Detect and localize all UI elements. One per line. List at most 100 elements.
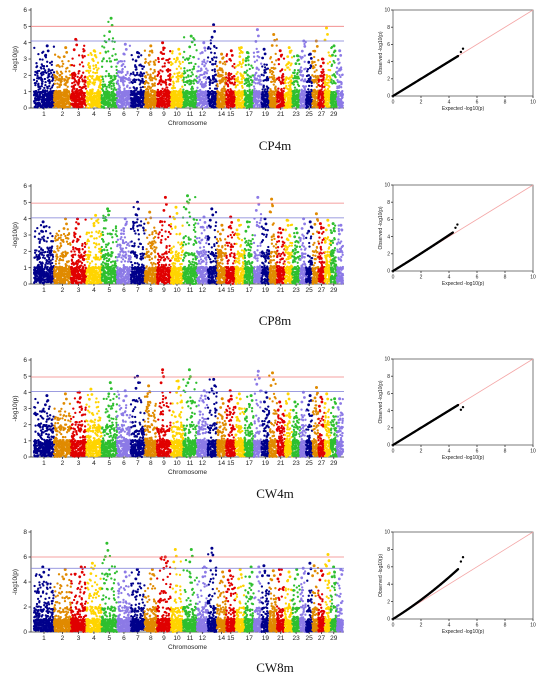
x-tick-label: 4 (92, 635, 96, 642)
chromosome-17-points (243, 51, 255, 110)
chromosome-2-points (52, 217, 72, 285)
snp-points (32, 368, 345, 459)
qq-x-tick-label: 0 (392, 623, 395, 629)
x-tick-label: 2 (61, 635, 65, 642)
x-tick-label: 14 (218, 635, 226, 642)
x-tick-label: 23 (292, 635, 300, 642)
chromosome-11-points (181, 548, 199, 633)
qq-x-axis-label: Expected -log10(p) (442, 281, 485, 287)
chromosome-5-points (100, 381, 119, 458)
x-tick-label: 15 (227, 460, 235, 467)
qq-y-tick-label: 2 (387, 426, 390, 432)
x-tick-label: 14 (218, 460, 226, 467)
qq-frame (392, 9, 534, 97)
x-tick-label: 10 (173, 635, 181, 642)
qq-x-tick-label: 2 (420, 449, 423, 455)
qq-x-axis-label: Expected -log10(p) (442, 106, 485, 112)
x-tick-label: 25 (306, 460, 314, 467)
chromosome-1-points (32, 394, 56, 458)
y-tick-label: 6 (23, 183, 27, 190)
y-axis-label: -log10(p) (12, 569, 19, 595)
x-tick-label: 8 (149, 111, 153, 118)
qq-y-tick-label: 6 (387, 42, 390, 48)
y-tick-label: 1 (23, 265, 27, 272)
x-tick-label: 4 (92, 287, 96, 294)
y-axis-label: -log10(p) (12, 46, 19, 72)
qq-frame (392, 358, 534, 446)
x-tick-label: 9 (162, 111, 166, 118)
x-tick-label: 1 (42, 111, 46, 118)
chromosome-12-points (195, 41, 209, 109)
chromosome-25-points (304, 394, 314, 458)
chromosome-16-points (234, 392, 246, 458)
chromosome-1-points (32, 44, 56, 110)
y-tick-label: 2 (23, 249, 27, 256)
x-tick-label: 17 (246, 287, 254, 294)
qq-x-tick-label: 10 (530, 449, 536, 455)
chromosome-9-points (155, 41, 172, 109)
chromosome-8-points (143, 210, 159, 285)
qq-y-tick-label: 2 (387, 599, 390, 605)
chromosome-6-points (115, 217, 132, 286)
chromosome-19-points (260, 217, 271, 286)
qq-y-tick-label: 6 (387, 565, 390, 571)
chromosome-10-points (169, 548, 185, 634)
qq-y-tick-label: 10 (384, 183, 390, 189)
x-tick-label: 12 (199, 635, 207, 642)
chromosome-21-points (275, 227, 286, 285)
chromosome-13-points (206, 207, 219, 286)
qq-x-tick-label: 10 (530, 100, 536, 106)
x-tick-label: 2 (61, 460, 65, 467)
qq-y-tick-label: 4 (387, 234, 390, 240)
chromosome-28-points (323, 26, 332, 109)
x-axis-label: Chromosome (168, 644, 207, 651)
qq-frame (392, 184, 534, 272)
snp-points (32, 16, 345, 110)
qq-plot-3: 00 2 2 4 4 6 6 8 8 10 10 Expected -log10(p) Observed… (378, 357, 536, 461)
x-tick-label: 5 (108, 287, 112, 294)
qq-y-axis-label: Observed -log10(p) (378, 554, 384, 597)
x-tick-label: 12 (199, 460, 207, 467)
panel-caption: CW8m (256, 660, 294, 675)
y-tick-label: 3 (23, 406, 27, 413)
y-tick-label: 2 (23, 422, 27, 429)
chromosome-14-points (215, 223, 228, 285)
qq-y-tick-label: 2 (387, 77, 390, 83)
chromosome-11-points (181, 194, 199, 286)
y-tick-label: 4 (23, 579, 27, 586)
chromosome-29-points (329, 397, 338, 458)
x-tick-label: 6 (122, 635, 126, 642)
qq-plot-2: 00 2 2 4 4 6 6 8 8 10 10 Expected -log10(p) Observed… (378, 183, 536, 287)
x-tick-label: 23 (292, 287, 300, 294)
y-tick-label: 5 (23, 24, 27, 31)
x-tick-label: 21 (277, 111, 285, 118)
chromosome-3-points (69, 37, 88, 109)
x-tick-label: 2 (61, 287, 65, 294)
x-tick-label: 12 (199, 287, 207, 294)
qq-x-tick-label: 8 (504, 100, 507, 106)
x-tick-label: 14 (218, 287, 226, 294)
x-tick-label: 7 (136, 635, 140, 642)
x-tick-label: 25 (306, 111, 314, 118)
qq-x-tick-label: 0 (392, 100, 395, 106)
x-tick-label: 7 (136, 460, 140, 467)
y-tick-label: 0 (23, 281, 27, 288)
qq-y-tick-label: 4 (387, 408, 390, 414)
x-tick-label: 3 (77, 635, 81, 642)
chromosome-10-points (169, 47, 185, 109)
x-tick-label: 15 (227, 287, 235, 294)
y-tick-label: 3 (23, 56, 27, 63)
x-tick-label: 25 (306, 287, 314, 294)
chromosome-9-points (155, 195, 172, 286)
chromosome-5-points (100, 16, 118, 109)
chromosome-24-points (298, 39, 308, 109)
chromosome-23-points (291, 227, 302, 285)
qq-x-tick-label: 2 (420, 623, 423, 629)
x-tick-label: 15 (227, 635, 235, 642)
qq-x-tick-label: 6 (476, 275, 479, 281)
x-tick-label: 17 (246, 635, 254, 642)
x-tick-label: 6 (122, 287, 126, 294)
chromosome-30-points (335, 223, 345, 285)
qq-x-tick-label: 6 (476, 100, 479, 106)
